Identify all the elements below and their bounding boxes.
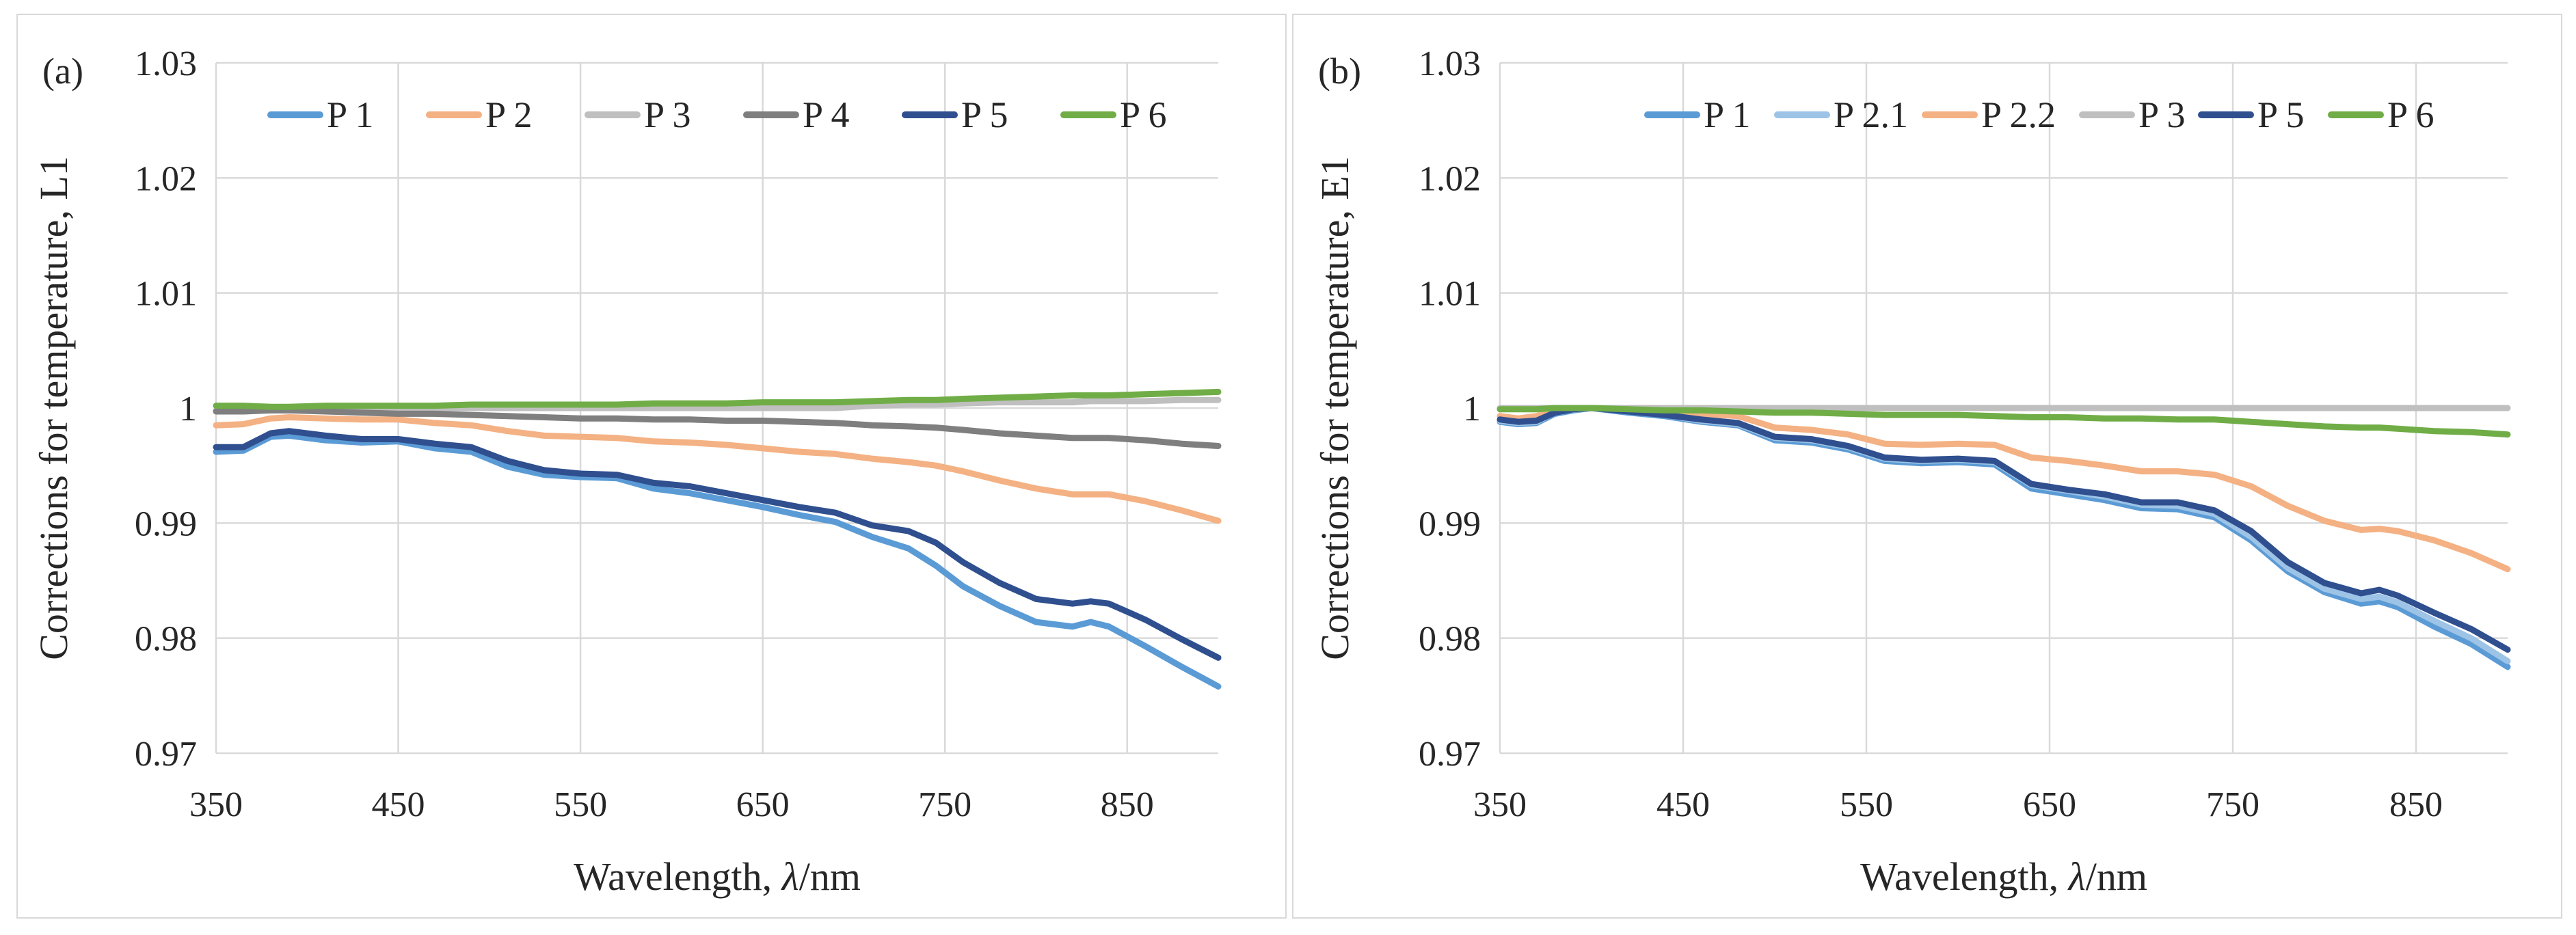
x-axis-title-suffix: /nm bbox=[799, 854, 861, 899]
x-axis-title-suffix: /nm bbox=[2086, 854, 2147, 899]
chart-panel-b: 0.97 0.98 0.99 1 1.01 1.02 1.03 350 450 550 650 750… bbox=[1292, 14, 2562, 919]
legend-label: P 2 bbox=[485, 94, 533, 135]
x-tick-label: 850 bbox=[1101, 785, 1154, 824]
legend-item: P 5 bbox=[2198, 94, 2305, 135]
x-tick-label: 650 bbox=[736, 785, 790, 824]
x-tick-label: 650 bbox=[2023, 785, 2076, 824]
x-tick-label: 350 bbox=[189, 785, 243, 824]
legend-item: P 4 bbox=[743, 94, 850, 135]
series-line-p6 bbox=[213, 388, 1222, 410]
x-axis-title: Wavelength, λ/nm bbox=[1860, 854, 2147, 899]
y-tick-label: 0.98 bbox=[1419, 620, 1481, 659]
y-tick-label: 0.99 bbox=[1419, 504, 1481, 543]
x-tick-label: 450 bbox=[372, 785, 425, 824]
panel-label: (b) bbox=[1318, 51, 1361, 92]
x-tick-label: 450 bbox=[1656, 785, 1710, 824]
y-tick-label: 1 bbox=[1463, 390, 1481, 429]
legend-label: P 2.2 bbox=[1981, 94, 2056, 135]
y-tick-label: 0.98 bbox=[135, 620, 197, 659]
y-axis-title: Corrections for temperature, L1 bbox=[31, 156, 76, 660]
panel-label: (a) bbox=[42, 51, 83, 92]
x-axis-title-prefix: Wavelength, bbox=[574, 854, 782, 899]
x-tick-label: 550 bbox=[1840, 785, 1893, 824]
legend-item: P 6 bbox=[2328, 94, 2434, 135]
x-tick-label: 550 bbox=[554, 785, 607, 824]
legend-label: P 2.1 bbox=[1834, 94, 1908, 135]
chart-a-legend: P 1 P 2 P 3 P 4 P 5 P 6 bbox=[267, 94, 1167, 135]
y-tick-label: 1 bbox=[179, 390, 197, 429]
legend-item: P 2 bbox=[426, 94, 533, 135]
series-line-p2-2 bbox=[1497, 405, 2511, 573]
y-tick-label: 0.97 bbox=[1419, 735, 1481, 774]
y-tick-label: 1.03 bbox=[1419, 44, 1481, 83]
chart-a-canvas: 0.97 0.98 0.99 1 1.01 1.02 1.03 350 450 550 650 750… bbox=[31, 44, 1222, 899]
legend-label: P 6 bbox=[1120, 94, 1167, 135]
legend-label: P 3 bbox=[644, 94, 691, 135]
legend-item: P 1 bbox=[1644, 94, 1751, 135]
series-line-p2 bbox=[213, 414, 1222, 524]
x-tick-label: 750 bbox=[2206, 785, 2259, 824]
x-tick-label: 750 bbox=[918, 785, 971, 824]
y-tick-label: 0.97 bbox=[135, 735, 197, 774]
chart-b-legend: P 1 P 2.1 P 2.2 P 3 P 5 P 6 bbox=[1644, 94, 2434, 135]
x-axis-title: Wavelength, λ/nm bbox=[574, 854, 861, 899]
y-tick-label: 1.01 bbox=[135, 275, 197, 314]
legend-item: P 3 bbox=[585, 94, 691, 135]
y-tick-label: 0.99 bbox=[135, 504, 197, 543]
series-line-p6 bbox=[1497, 405, 2511, 438]
legend-label: P 5 bbox=[961, 94, 1008, 135]
series-line-p4 bbox=[213, 407, 1222, 449]
legend-item: P 1 bbox=[267, 94, 374, 135]
chart-a-series-lines bbox=[213, 388, 1222, 690]
chart-b-canvas: 0.97 0.98 0.99 1 1.01 1.02 1.03 350 450 550 650 750… bbox=[1313, 44, 2511, 899]
series-line-p1 bbox=[213, 432, 1222, 690]
series-line-p3 bbox=[213, 396, 1222, 414]
legend-label: P 4 bbox=[803, 94, 850, 135]
legend-item: P 3 bbox=[2079, 94, 2186, 135]
series-line-p5 bbox=[213, 428, 1222, 661]
x-axis-title-prefix: Wavelength, bbox=[1860, 854, 2069, 899]
y-tick-label: 1.02 bbox=[1419, 159, 1481, 198]
legend-item: P 5 bbox=[902, 94, 1008, 135]
y-axis-title: Corrections for temperature, E1 bbox=[1313, 156, 1357, 660]
legend-label: P 6 bbox=[2387, 94, 2434, 135]
y-tick-label: 1.02 bbox=[135, 159, 197, 198]
legend-label: P 3 bbox=[2138, 94, 2186, 135]
x-tick-label: 850 bbox=[2389, 785, 2443, 824]
y-tick-label: 1.01 bbox=[1419, 275, 1481, 314]
legend-item: P 2.1 bbox=[1774, 94, 1908, 135]
x-tick-label: 350 bbox=[1473, 785, 1527, 824]
x-axis-title-symbol: λ bbox=[2067, 854, 2086, 899]
legend-item: P 2.2 bbox=[1922, 94, 2056, 135]
legend-item: P 6 bbox=[1060, 94, 1167, 135]
chart-panel-a: 0.97 0.98 0.99 1 1.01 1.02 1.03 350 450 550 650 750… bbox=[16, 14, 1287, 919]
legend-label: P 1 bbox=[1704, 94, 1751, 135]
x-axis-title-symbol: λ bbox=[781, 854, 799, 899]
chart-b-series-lines bbox=[1497, 405, 2511, 670]
legend-label: P 5 bbox=[2257, 94, 2305, 135]
legend-label: P 1 bbox=[327, 94, 374, 135]
y-tick-label: 1.03 bbox=[135, 44, 197, 83]
